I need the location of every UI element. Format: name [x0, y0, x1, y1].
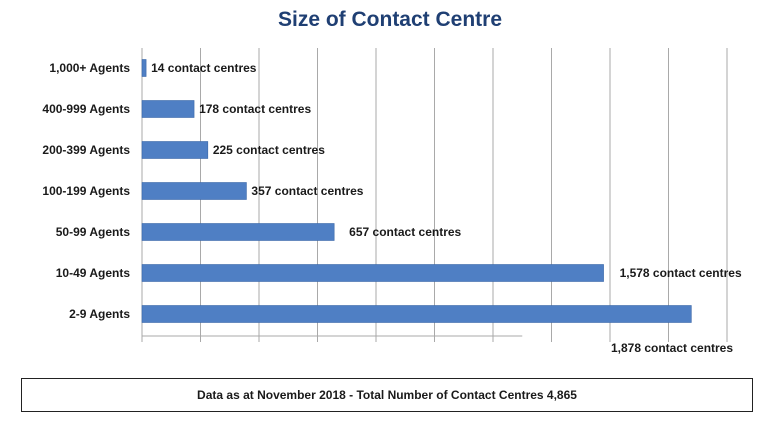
- data-label: 357 contact centres: [251, 184, 363, 198]
- category-label: 1,000+ Agents: [49, 61, 130, 75]
- bars: [141, 59, 692, 323]
- category-label: 200-399 Agents: [42, 143, 130, 157]
- data-label: 657 contact centres: [349, 225, 461, 239]
- category-label: 10-49 Agents: [56, 266, 131, 280]
- data-label: 1,578 contact centres: [620, 266, 742, 280]
- data-label: 178 contact centres: [199, 102, 311, 116]
- bar: [141, 100, 195, 118]
- bar: [141, 264, 604, 282]
- category-labels: 1,000+ Agents 400-999 Agents 200-399 Agent…: [42, 61, 130, 321]
- bar: [141, 141, 209, 159]
- bar: [141, 223, 335, 241]
- footnote-box: Data as at November 2018 - Total Number …: [21, 378, 753, 412]
- category-label: 2-9 Agents: [69, 307, 130, 321]
- gridlines: [141, 48, 728, 342]
- data-label: 225 contact centres: [213, 143, 325, 157]
- data-label: 14 contact centres: [151, 61, 257, 75]
- footnote-text: Data as at November 2018 - Total Number …: [197, 388, 577, 402]
- bar: [141, 182, 247, 200]
- bar: [141, 59, 147, 77]
- category-label: 400-999 Agents: [42, 102, 130, 116]
- category-label: 50-99 Agents: [56, 225, 131, 239]
- bar: [141, 305, 692, 323]
- data-labels: 14 contact centres 178 contact centres 225…: [151, 61, 742, 355]
- category-label: 100-199 Agents: [42, 184, 130, 198]
- chart-title: Size of Contact Centre: [278, 8, 502, 31]
- bar-chart: Size of Contact Centre 1,000+ Agents 400-…: [42, 8, 742, 355]
- data-label: 1,878 contact centres: [611, 341, 733, 355]
